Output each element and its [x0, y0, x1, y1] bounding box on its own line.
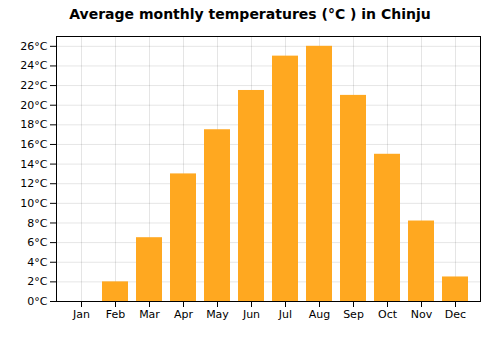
svg-text:14°C: 14°C	[20, 158, 47, 171]
svg-text:22°C: 22°C	[20, 79, 47, 92]
svg-text:Jul: Jul	[278, 308, 292, 321]
svg-text:May: May	[206, 308, 229, 321]
svg-text:Jan: Jan	[72, 308, 90, 321]
svg-text:2°C: 2°C	[27, 275, 47, 288]
svg-text:10°C: 10°C	[20, 197, 47, 210]
svg-text:Sep: Sep	[343, 308, 364, 321]
svg-text:Dec: Dec	[445, 308, 466, 321]
svg-text:Aug: Aug	[309, 308, 330, 321]
svg-text:0°C: 0°C	[27, 295, 47, 308]
svg-text:24°C: 24°C	[20, 59, 47, 72]
svg-text:4°C: 4°C	[27, 256, 47, 269]
html-text:Average monthly temperatures (: Average monthly temperatures (°C ) in Ch…	[69, 6, 431, 22]
svg-text:Feb: Feb	[106, 308, 125, 321]
svg-text:16°C: 16°C	[20, 138, 47, 151]
svg-text:Apr: Apr	[174, 308, 194, 321]
svg-text:6°C: 6°C	[27, 236, 47, 249]
svg-text:20°C: 20°C	[20, 99, 47, 112]
svg-text:Mar: Mar	[139, 308, 160, 321]
svg-text:Jun: Jun	[242, 308, 260, 321]
svg-text:8°C: 8°C	[27, 217, 47, 230]
svg-text:Oct: Oct	[378, 308, 398, 321]
svg-text:Nov: Nov	[411, 308, 433, 321]
svg-text:18°C: 18°C	[20, 118, 47, 131]
svg-text:12°C: 12°C	[20, 177, 47, 190]
svg-text:26°C: 26°C	[20, 40, 47, 53]
